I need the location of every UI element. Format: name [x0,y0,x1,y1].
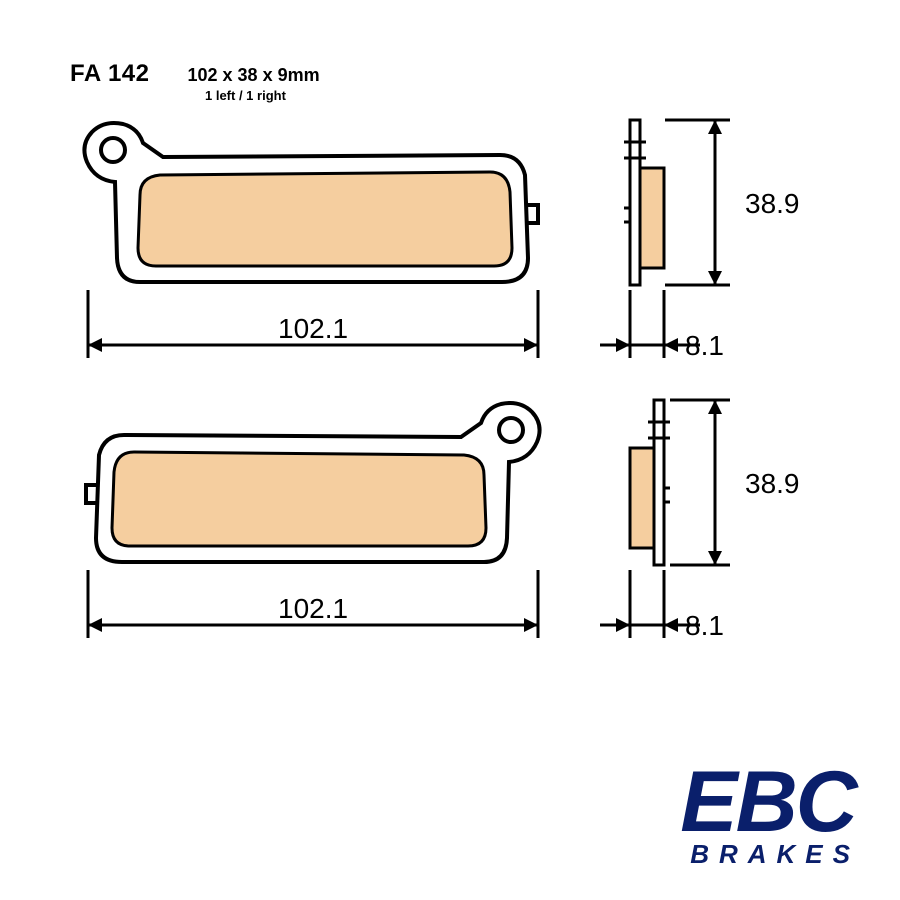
pad-1-thickness-label: 8.1 [685,330,724,361]
pad-2-height-label: 38.9 [745,468,800,499]
brand-name: EBC [680,766,860,839]
pad-1-height-dimension: 38.9 [665,120,800,285]
pad-1-height-label: 38.9 [745,188,800,219]
pad-1-front-view [84,123,538,282]
pad-2-width-label: 102.1 [278,593,348,624]
pad-1-thickness-dimension: 8.1 [600,290,724,361]
pad-1-width-label: 102.1 [278,313,348,344]
pad-2-front-view [86,403,540,562]
pad-2-height-dimension: 38.9 [670,400,800,565]
brand-subtitle: BRAKES [690,839,860,870]
pad-1-width-dimension: 102.1 [88,290,538,358]
diagram-canvas: FA 142 102 x 38 x 9mm 1 left / 1 right [0,0,900,900]
pad-2-thickness-label: 8.1 [685,610,724,641]
brand-logo: EBC BRAKES [680,766,860,870]
pad-2-thickness-dimension: 8.1 [600,570,724,641]
pad-1-side-view [624,120,664,285]
pad-2-width-dimension: 102.1 [88,570,538,638]
pad-2-side-view [630,400,670,565]
